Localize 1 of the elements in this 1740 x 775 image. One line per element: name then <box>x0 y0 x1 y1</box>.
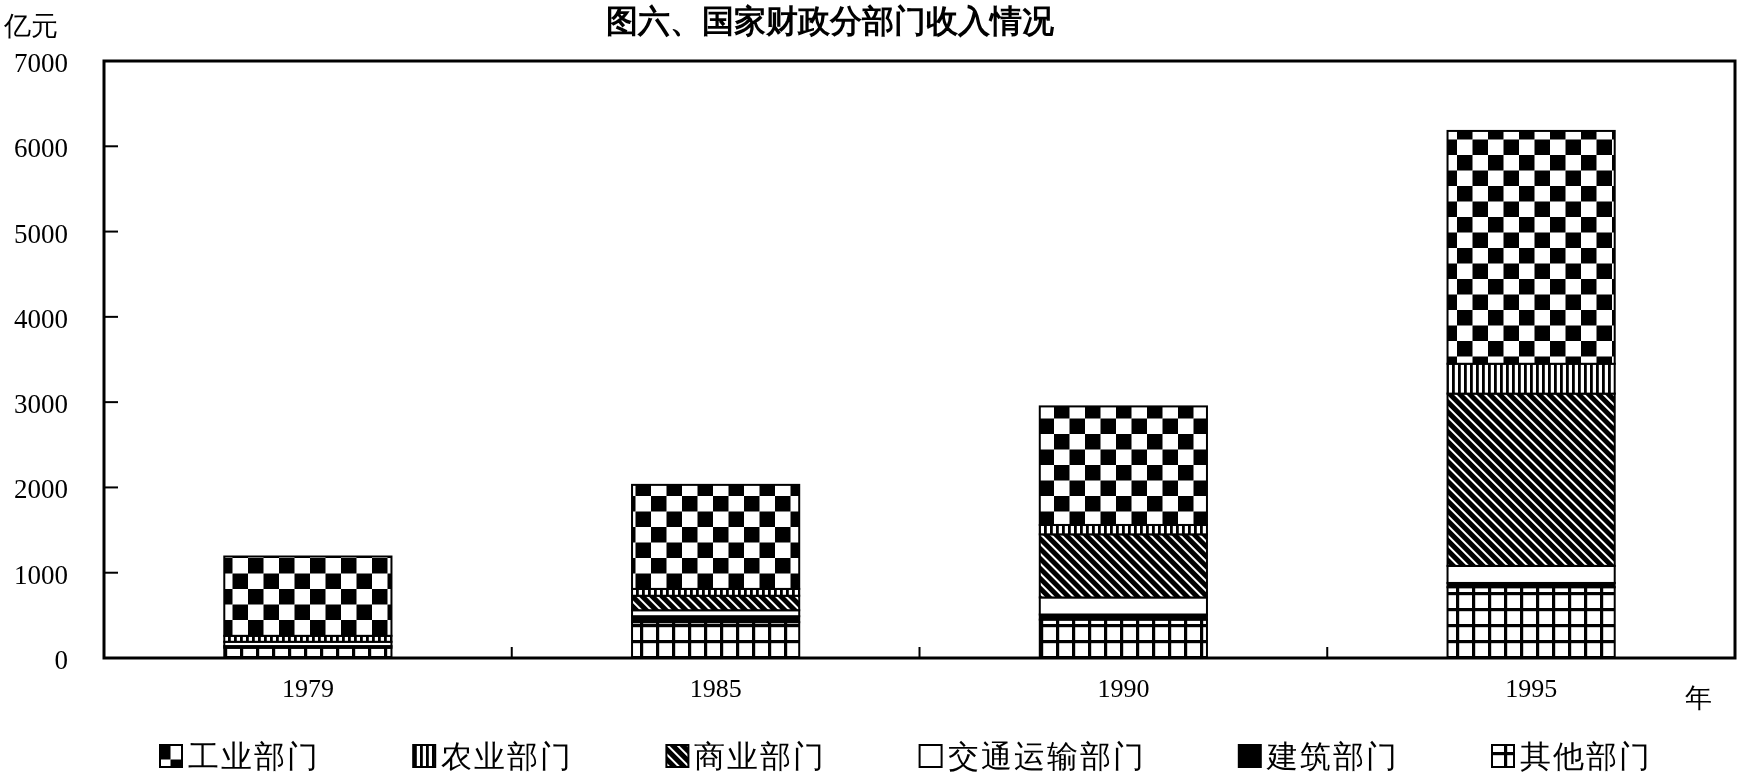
title: 图六、国家财政分部门收入情况 <box>606 3 1054 39</box>
